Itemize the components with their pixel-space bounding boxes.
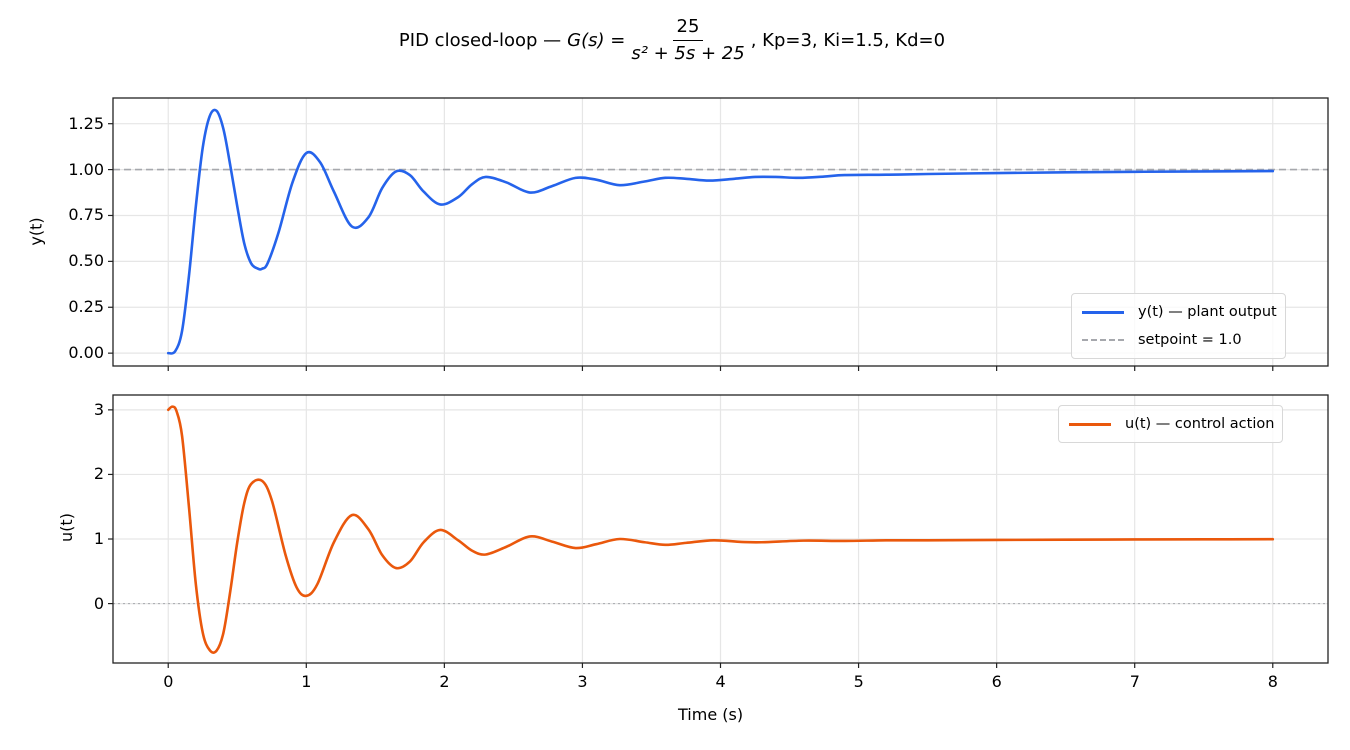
u-series-line [166, 405, 1275, 654]
title-denominator: s² + 5s + 25 [631, 42, 745, 64]
y-axes-panel [108, 97, 1329, 371]
title-suffix: , Kp=3, Ki=1.5, Kd=0 [750, 29, 946, 51]
x-axis-label: Time (s) [678, 705, 744, 724]
figure-title: PID closed-loop — G(s) = 25 s² + 5s + 25… [0, 10, 1350, 70]
x-tick-label: 3 [577, 672, 588, 691]
x-tick-label: 6 [991, 672, 1002, 691]
y-tick-label: 2 [93, 464, 104, 484]
x-tick-label: 1 [301, 672, 312, 691]
legend-swatch-u-icon [1069, 422, 1111, 426]
y-series-line [166, 108, 1275, 355]
y-tick-label: 1.25 [68, 113, 104, 133]
x-tick-label: 8 [1267, 672, 1278, 691]
y-tick-label: 3 [93, 399, 104, 419]
title-prefix: PID closed-loop — [398, 29, 562, 51]
y-tick-label: 1.00 [68, 159, 104, 179]
y-axis-label-top: y(t) [26, 217, 46, 246]
legend-item-y: y(t) — plant output [1082, 298, 1277, 326]
x-tick-label: 4 [715, 672, 726, 691]
legend-label-y: y(t) — plant output [1138, 304, 1277, 320]
x-tick-label: 2 [439, 672, 450, 691]
legend-item-u: u(t) — control action [1069, 410, 1274, 438]
x-tick-label: 0 [163, 672, 174, 691]
y-axis-label-bottom: u(t) [56, 513, 76, 542]
legend-item-setpoint: setpoint = 1.0 [1082, 326, 1277, 354]
title-lhs: G(s) = [567, 29, 626, 51]
legend-label-setpoint: setpoint = 1.0 [1138, 332, 1242, 348]
y-tick-label: 0.50 [68, 251, 104, 271]
y-tick-label: 0.75 [68, 205, 104, 225]
title-numerator: 25 [672, 16, 704, 41]
x-tick-label: 7 [1129, 672, 1140, 691]
title-fraction: 25 s² + 5s + 25 [627, 16, 748, 65]
y-tick-label: 0 [93, 593, 104, 613]
legend-bottom: u(t) — control action [1058, 405, 1284, 443]
y-tick-label: 0.00 [68, 343, 104, 363]
legend-label-u: u(t) — control action [1125, 416, 1275, 432]
legend-swatch-y-icon [1082, 310, 1124, 314]
legend-top: y(t) — plant output setpoint = 1.0 [1071, 293, 1286, 359]
x-tick-label: 5 [853, 672, 864, 691]
y-tick-label: 0.25 [68, 297, 104, 317]
y-tick-label: 1 [93, 529, 104, 548]
u-axes-panel [108, 394, 1329, 668]
legend-swatch-setpoint-icon [1082, 339, 1124, 341]
